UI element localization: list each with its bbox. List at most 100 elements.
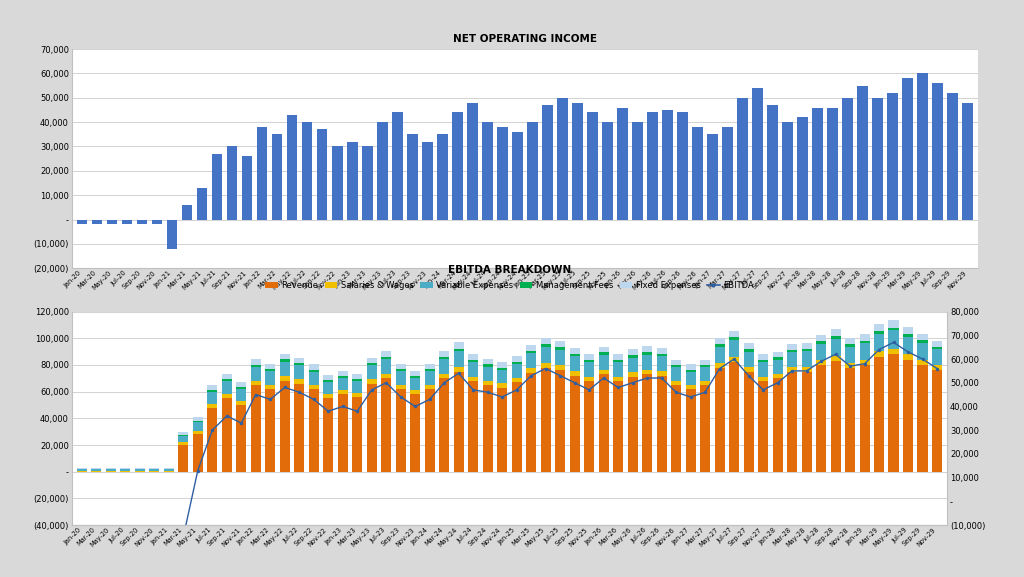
Bar: [569, 354, 580, 356]
Bar: [845, 344, 855, 347]
Bar: [845, 363, 855, 368]
Bar: [77, 220, 87, 224]
Bar: [395, 372, 406, 385]
Bar: [541, 363, 551, 368]
Bar: [512, 362, 522, 364]
Bar: [222, 398, 231, 472]
Bar: [874, 351, 884, 357]
Bar: [265, 389, 275, 472]
Bar: [352, 379, 362, 381]
Bar: [569, 371, 580, 376]
Bar: [656, 348, 667, 354]
Bar: [656, 371, 667, 376]
Bar: [167, 220, 177, 249]
Bar: [135, 469, 144, 471]
Bar: [265, 369, 275, 372]
Bar: [207, 408, 217, 472]
Bar: [903, 334, 913, 337]
Bar: [362, 147, 373, 220]
Bar: [787, 350, 797, 352]
Bar: [797, 117, 808, 220]
Bar: [482, 122, 493, 220]
Bar: [468, 362, 478, 377]
Bar: [628, 372, 638, 377]
Bar: [411, 377, 420, 390]
Bar: [381, 351, 391, 357]
Bar: [599, 355, 608, 370]
Bar: [830, 355, 841, 361]
Bar: [294, 384, 304, 472]
Bar: [324, 398, 334, 472]
Bar: [257, 127, 267, 220]
Bar: [671, 359, 681, 365]
Bar: [308, 385, 318, 389]
Bar: [367, 358, 377, 363]
Bar: [918, 340, 928, 343]
Bar: [91, 468, 101, 469]
Bar: [743, 349, 754, 352]
Bar: [251, 385, 261, 472]
Bar: [77, 471, 87, 472]
Bar: [932, 83, 943, 220]
Bar: [237, 383, 247, 387]
Bar: [381, 379, 391, 472]
Bar: [512, 356, 522, 362]
Bar: [700, 385, 711, 472]
Bar: [729, 331, 739, 338]
Bar: [859, 340, 869, 343]
Bar: [722, 127, 732, 220]
Bar: [857, 85, 867, 220]
Bar: [237, 405, 247, 472]
Bar: [932, 347, 942, 349]
Bar: [758, 381, 768, 472]
Bar: [439, 374, 450, 379]
Bar: [663, 110, 673, 220]
Bar: [830, 329, 841, 336]
Bar: [932, 370, 942, 472]
Bar: [222, 374, 231, 379]
Bar: [628, 355, 638, 358]
Title: EBITDA BREAKDOWN: EBITDA BREAKDOWN: [447, 265, 571, 275]
Bar: [743, 367, 754, 372]
Bar: [467, 103, 477, 220]
Bar: [700, 367, 711, 381]
Bar: [152, 220, 163, 224]
Bar: [294, 379, 304, 384]
Bar: [685, 385, 695, 389]
Bar: [903, 359, 913, 472]
Bar: [512, 378, 522, 383]
Bar: [772, 374, 782, 379]
Bar: [830, 336, 841, 339]
Bar: [613, 360, 624, 362]
Bar: [367, 365, 377, 379]
Bar: [497, 127, 508, 220]
Bar: [367, 379, 377, 384]
Bar: [613, 362, 624, 377]
Bar: [178, 435, 188, 436]
Bar: [526, 345, 537, 351]
Bar: [685, 372, 695, 385]
Bar: [120, 469, 130, 471]
Bar: [193, 421, 203, 422]
Bar: [395, 364, 406, 369]
Bar: [830, 361, 841, 472]
Bar: [91, 471, 101, 472]
Bar: [542, 105, 553, 220]
Bar: [137, 220, 147, 224]
Bar: [164, 468, 174, 469]
Bar: [193, 434, 203, 472]
Bar: [251, 381, 261, 385]
Bar: [526, 368, 537, 373]
Bar: [700, 365, 711, 367]
Bar: [425, 369, 435, 372]
Bar: [584, 362, 594, 377]
Bar: [482, 365, 493, 367]
Bar: [367, 384, 377, 472]
Bar: [584, 377, 594, 381]
Bar: [743, 352, 754, 367]
Bar: [207, 404, 217, 408]
Bar: [237, 387, 247, 389]
Bar: [454, 351, 464, 367]
Bar: [802, 349, 812, 351]
Bar: [512, 132, 522, 220]
